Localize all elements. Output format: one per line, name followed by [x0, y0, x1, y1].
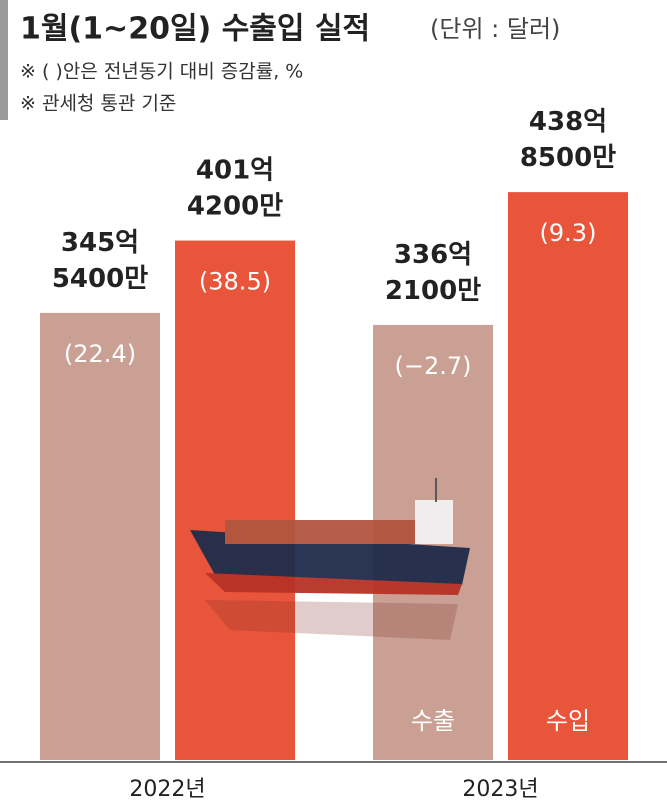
ship-hull-bottom	[205, 573, 462, 595]
note: ※ ( )안은 전년동기 대비 증감률, %	[20, 61, 303, 83]
bar	[175, 240, 295, 761]
value-label: 336억 2100만	[385, 239, 481, 305]
ship-bridge	[415, 500, 453, 544]
change-label: (38.5)	[199, 268, 271, 296]
x-tick-label: 2022년	[129, 777, 205, 802]
ship-containers	[225, 520, 415, 544]
x-tick-label: 2023년	[462, 777, 538, 802]
value-label: 401억 4200만	[187, 155, 283, 221]
value-label: 345억 5400만	[52, 227, 148, 293]
change-label: (9.3)	[540, 219, 597, 247]
chart-title: 1월(1~20일) 수출입 실적	[20, 12, 370, 47]
bar	[508, 192, 628, 760]
ship-reflection	[205, 600, 458, 640]
series-label: 수입	[546, 707, 590, 735]
bar	[40, 312, 160, 760]
ship	[190, 478, 470, 640]
change-label: (−2.7)	[394, 352, 471, 380]
bars	[40, 192, 628, 761]
series-label: 수출	[411, 707, 455, 735]
value-label: 438억 8500만	[520, 107, 616, 173]
title-accent	[0, 0, 8, 120]
change-label: (22.4)	[64, 340, 136, 368]
unit-label: (단위 : 달러)	[430, 15, 560, 43]
note: ※ 관세청 통관 기준	[20, 93, 176, 115]
